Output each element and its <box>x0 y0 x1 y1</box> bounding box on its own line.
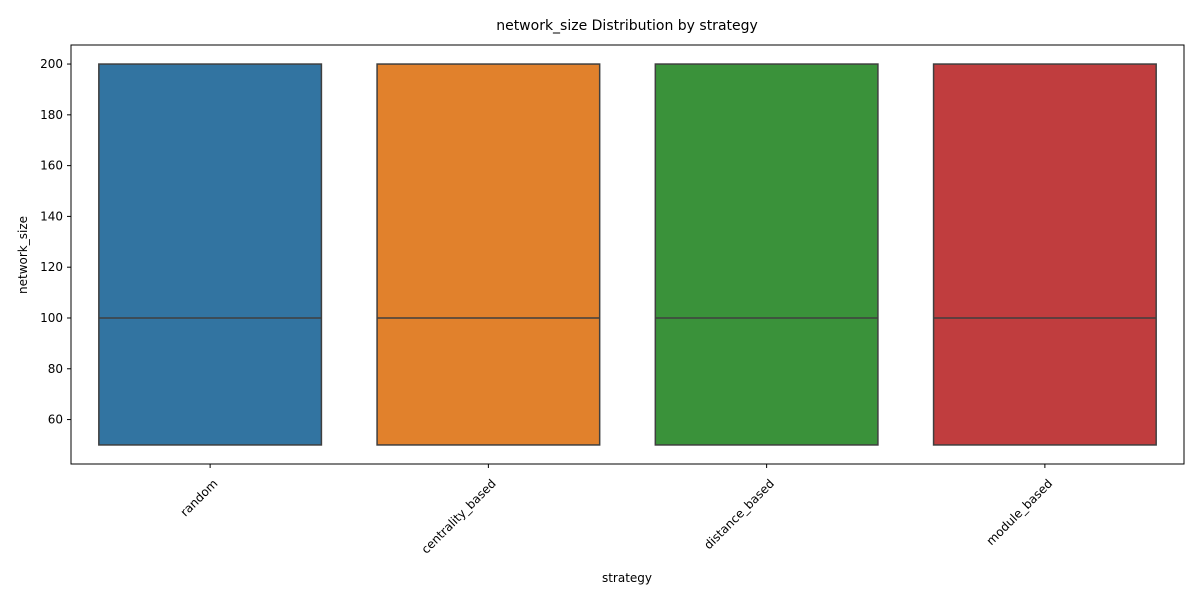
y-tick-label: 160 <box>40 159 63 173</box>
box-centrality_based <box>376 63 601 446</box>
y-tick-label: 180 <box>40 108 63 122</box>
y-tick-label: 200 <box>40 57 63 71</box>
chart-title: network_size Distribution by strategy <box>496 18 758 34</box>
box-distance_based <box>654 63 879 446</box>
y-tick-label: 100 <box>40 311 63 325</box>
box-random <box>98 63 323 446</box>
y-tick-label: 140 <box>40 209 63 223</box>
box-module_based <box>932 63 1157 446</box>
y-tick-label: 60 <box>48 413 63 427</box>
y-axis-label: network_size <box>16 216 30 294</box>
x-axis-label: strategy <box>602 571 652 585</box>
y-tick-label: 80 <box>48 362 63 376</box>
box-group <box>98 63 1157 446</box>
plot-frame <box>70 44 1185 465</box>
y-tick-label: 120 <box>40 260 63 274</box>
y-axis: 60 80 100 120 140 160 180 200 <box>40 57 71 427</box>
